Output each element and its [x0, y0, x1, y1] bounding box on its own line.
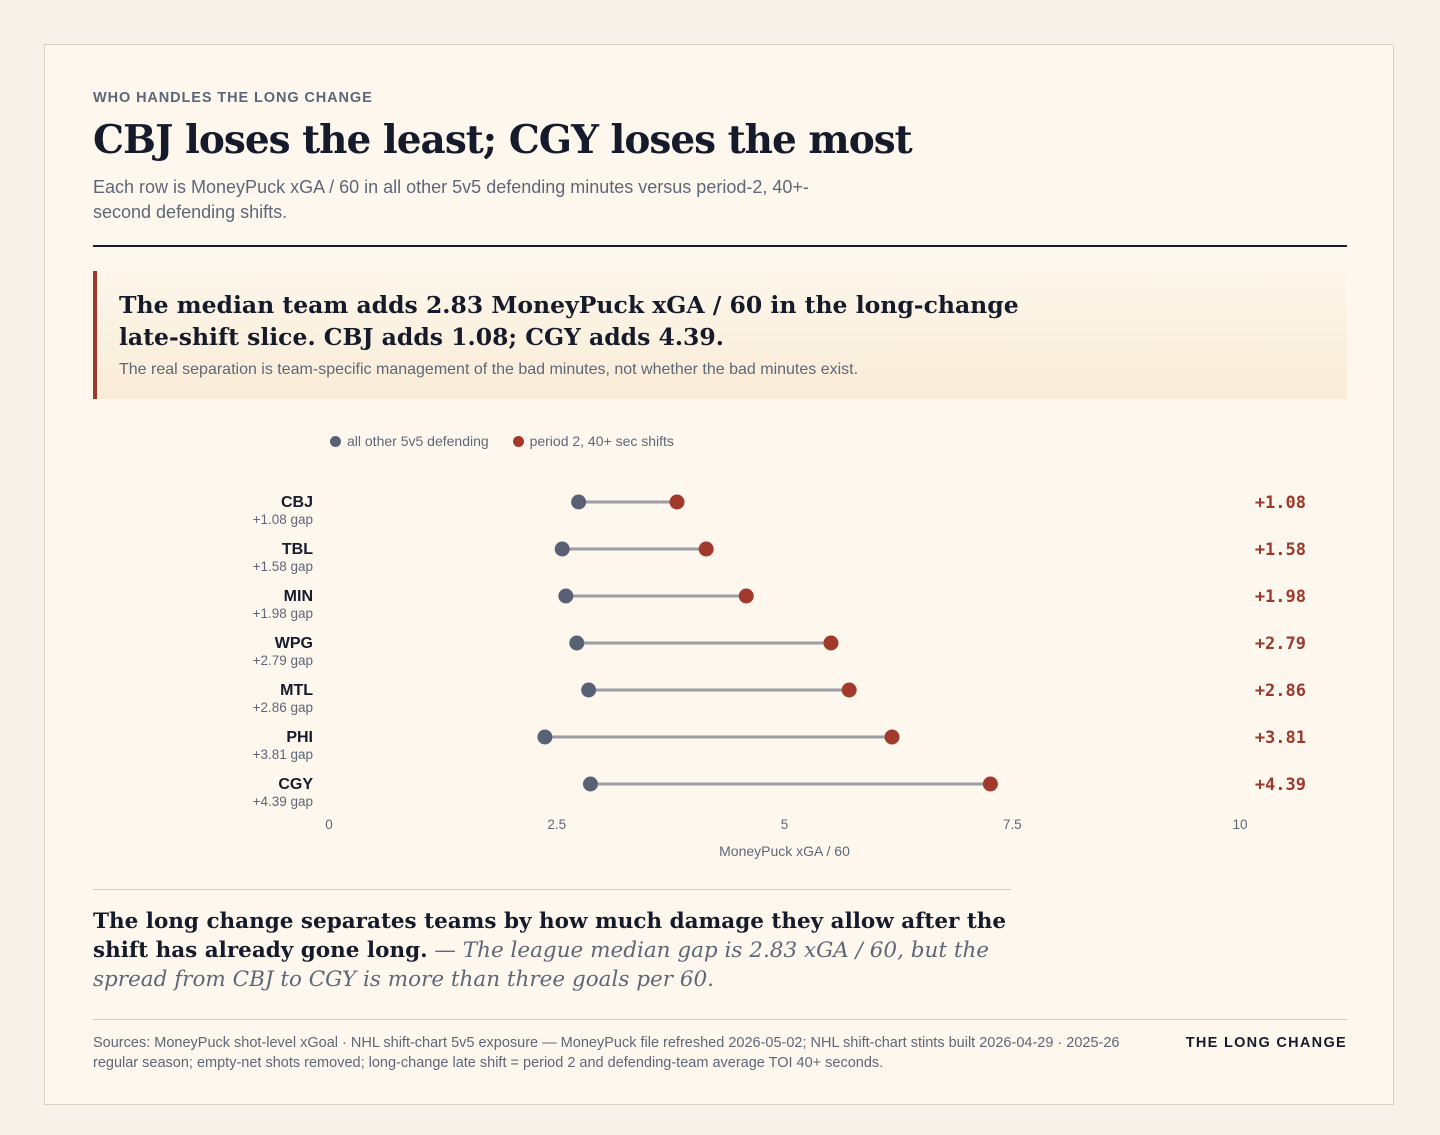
team-label: TBL — [282, 541, 313, 558]
legend-label-late: period 2, 40+ sec shifts — [529, 433, 674, 449]
delta-label: +2.79 — [1255, 634, 1306, 654]
callout-title: The median team adds 2.83 MoneyPuck xGA … — [119, 291, 1019, 351]
x-tick-label: 0 — [325, 817, 333, 832]
callout-note: The real separation is team-specific man… — [119, 361, 859, 378]
late-shift-point — [823, 635, 839, 651]
team-label: CGY — [278, 776, 313, 793]
delta-label: +1.08 — [1255, 493, 1306, 513]
x-tick-label: 5 — [781, 817, 789, 832]
gap-label: +2.86 gap — [253, 700, 313, 715]
conclusion-detail: — The league median gap is 2.83 xGA / 60… — [93, 938, 990, 992]
callout-box: The median team adds 2.83 MoneyPuck xGA … — [93, 271, 1347, 399]
late-shift-point — [698, 541, 714, 557]
baseline-point — [582, 776, 598, 792]
figure-card: WHO HANDLES THE LONG CHANGE CBJ loses th… — [44, 44, 1394, 1105]
legend-swatch-late — [512, 436, 524, 447]
late-shift-point — [982, 776, 998, 792]
gap-label: +2.79 gap — [253, 653, 313, 668]
baseline-point — [537, 729, 553, 745]
legend-label-baseline: all other 5v5 defending — [347, 433, 489, 449]
team-label: MIN — [284, 588, 313, 605]
baseline-point — [558, 588, 574, 604]
delta-label: +3.81 — [1255, 728, 1306, 748]
divider — [93, 1019, 1347, 1020]
legend-item-baseline: all other 5v5 defending — [330, 433, 489, 449]
delta-label: +1.58 — [1255, 540, 1306, 560]
delta-label: +1.98 — [1255, 587, 1306, 607]
dek: Each row is MoneyPuck xGA / 60 in all ot… — [93, 177, 809, 222]
gap-label: +4.39 gap — [253, 794, 313, 809]
x-tick-label: 10 — [1232, 817, 1247, 832]
team-label: CBJ — [281, 494, 313, 511]
sources-note: Sources: MoneyPuck shot-level xGoal · NH… — [93, 1035, 1120, 1071]
late-shift-point — [841, 682, 857, 698]
baseline-point — [554, 541, 570, 557]
x-tick-label: 7.5 — [1003, 817, 1022, 832]
baseline-point — [571, 494, 587, 510]
legend-swatch-baseline — [330, 436, 341, 447]
headline: CBJ loses the least; CGY loses the most — [93, 117, 913, 163]
team-label: WPG — [275, 635, 313, 652]
team-label: PHI — [286, 729, 313, 746]
divider — [93, 889, 1011, 890]
delta-label: +4.39 — [1255, 775, 1306, 795]
conclusion-lead: The long change separates teams by how m… — [93, 909, 1007, 963]
chart-legend: all other 5v5 defending period 2, 40+ se… — [330, 433, 694, 449]
gap-label: +1.98 gap — [253, 606, 313, 621]
x-tick-label: 2.5 — [547, 817, 566, 832]
gap-label: +1.08 gap — [253, 512, 313, 527]
team-label: MTL — [280, 682, 313, 699]
legend-item-late: period 2, 40+ sec shifts — [512, 433, 674, 449]
baseline-point — [581, 682, 597, 698]
delta-label: +2.86 — [1255, 681, 1306, 701]
conclusion: The long change separates teams by how m… — [93, 907, 1013, 994]
late-shift-point — [669, 494, 685, 510]
x-axis-label: MoneyPuck xGA / 60 — [719, 843, 850, 859]
kicker: WHO HANDLES THE LONG CHANGE — [93, 90, 373, 106]
late-shift-point — [884, 729, 900, 745]
baseline-point — [569, 635, 585, 651]
late-shift-point — [738, 588, 754, 604]
gap-label: +1.58 gap — [253, 559, 313, 574]
divider — [93, 245, 1347, 247]
brand-wordmark: THE LONG CHANGE — [1185, 1035, 1347, 1051]
gap-label: +3.81 gap — [253, 747, 313, 762]
